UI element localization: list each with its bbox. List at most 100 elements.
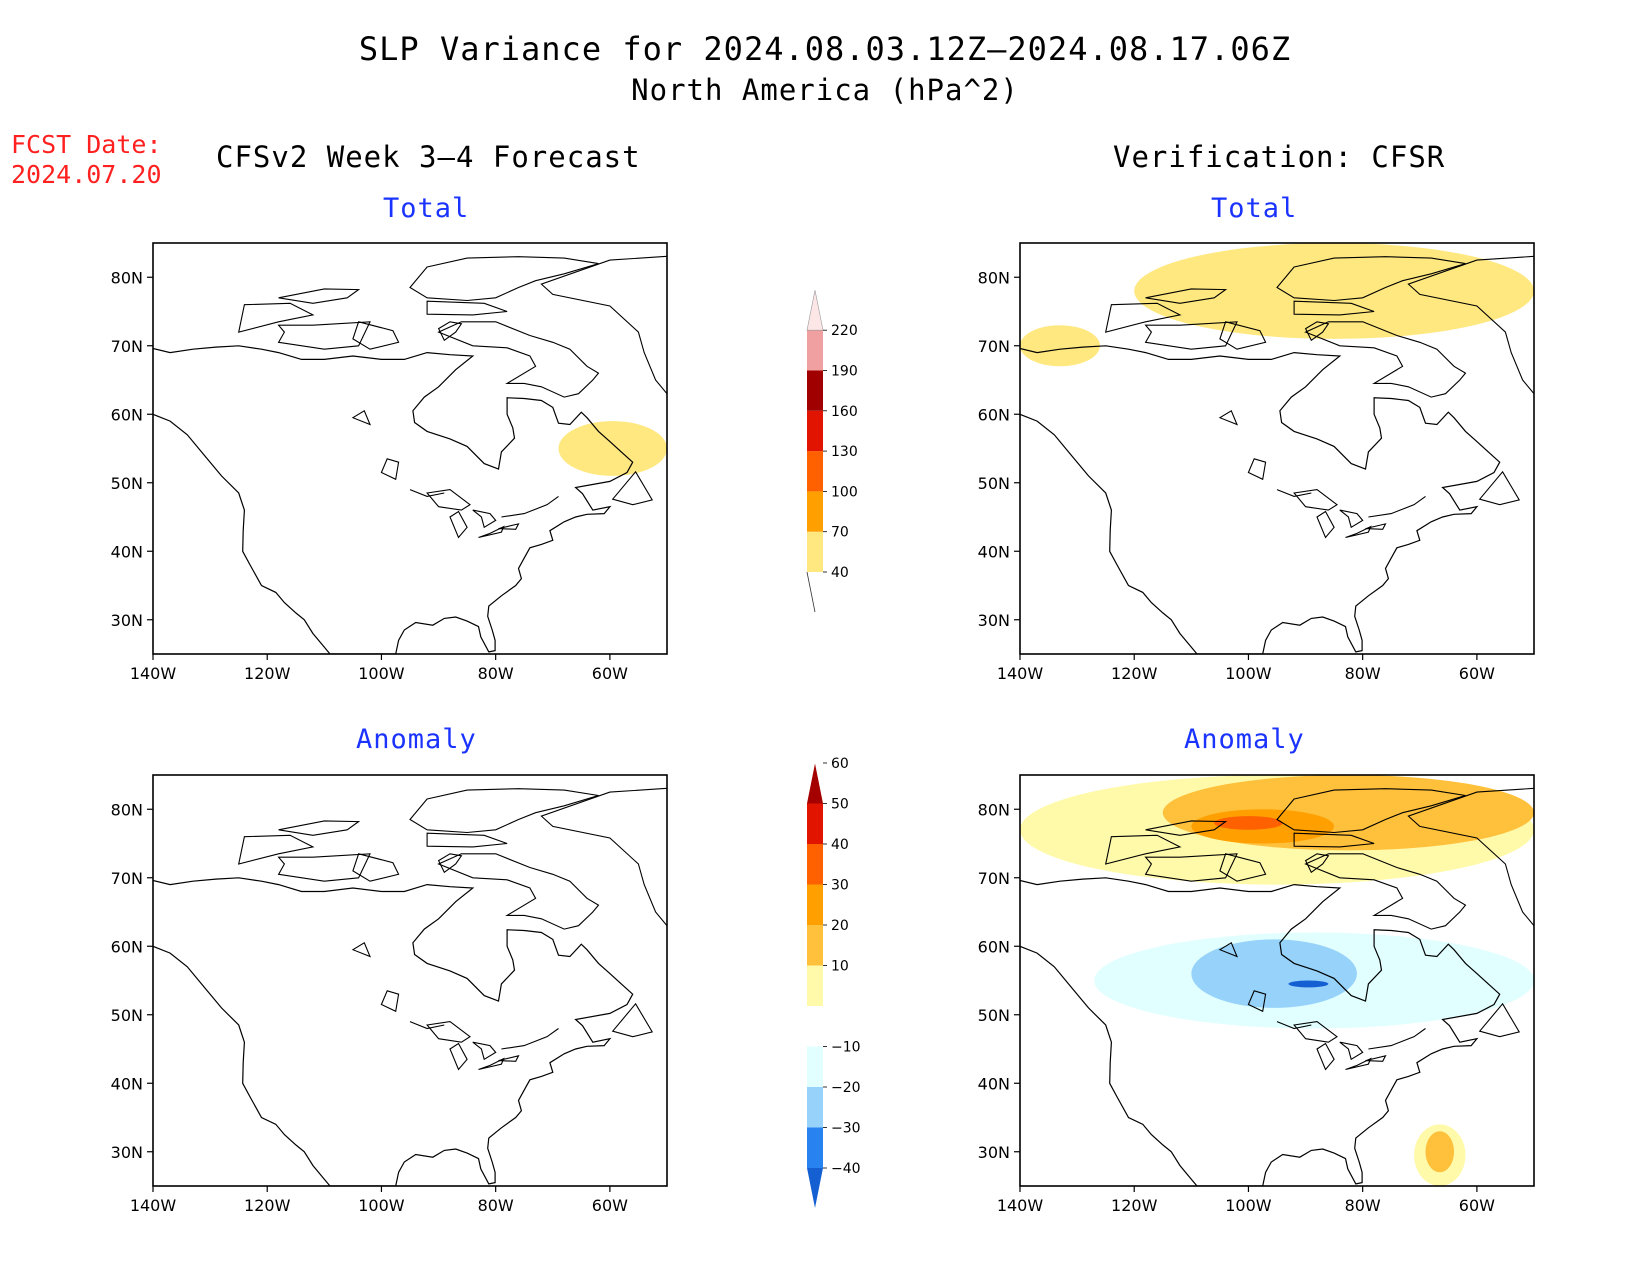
- forecast-anomaly-island-0: [437, 853, 600, 930]
- total-colorbar-swatch: [807, 410, 823, 452]
- anomaly-colorbar-top-extension: [807, 763, 823, 804]
- verification-anomaly-region-8: [1425, 1131, 1455, 1173]
- verification-anomaly-island-12: [1316, 1042, 1335, 1071]
- forecast-total-island-9: [351, 409, 372, 426]
- verification-total-island-5: [1144, 321, 1238, 350]
- anomaly-colorbar-swatch: [807, 1006, 823, 1047]
- forecast-anomaly-xtick-label: 120W: [244, 1196, 291, 1215]
- forecast-anomaly-island-10: [380, 990, 400, 1013]
- forecast-anomaly-frame: [152, 774, 668, 1187]
- forecast-total-island-7: [437, 321, 463, 342]
- verification-anomaly-island-14: [1345, 1057, 1372, 1071]
- anomaly-colorbar-label: 50: [831, 797, 849, 813]
- verification-anomaly-region-6: [1288, 980, 1329, 988]
- anomaly-colorbar-swatch: [807, 1087, 823, 1128]
- total-colorbar-label: 190: [831, 364, 858, 380]
- forecast-anomaly-island-5: [277, 853, 371, 882]
- verification-anomaly-coastline: [1020, 877, 1501, 1186]
- forecast-total-ytick-label: 70N: [111, 337, 143, 356]
- total-colorbar-swatch: [807, 330, 823, 371]
- anomaly-colorbar-swatch: [807, 844, 823, 885]
- anomaly-colorbar-swatch: [807, 925, 823, 966]
- forecast-total-region-0: [558, 421, 667, 476]
- verification-total-xtick-label: 80W: [1345, 664, 1381, 683]
- verification-anomaly-panel: 140W 120W 100W 80W 60W 30N 40N 50N 60N 70N 80N: [978, 774, 1535, 1215]
- verification-total-island-2: [1293, 300, 1375, 316]
- forecast-total-xtick-label: 120W: [244, 664, 291, 683]
- verification-total-ytick-label: 40N: [978, 542, 1010, 561]
- total-colorbar-label: 220: [831, 323, 858, 339]
- forecast-anomaly-waterway-1: [501, 1028, 559, 1050]
- anomaly-colorbar-swatch: [807, 803, 823, 844]
- anomaly-colorbar-label: 20: [831, 918, 849, 934]
- anomaly-colorbar-label: 60: [831, 756, 849, 772]
- verification-total-ytick-label: 60N: [978, 405, 1010, 424]
- anomaly-colorbar-label: −10: [831, 1040, 861, 1056]
- verification-total-panel: 140W 120W 100W 80W 60W 30N 40N 50N 60N 70N 80N: [978, 242, 1535, 683]
- forecast-anomaly-ytick-label: 50N: [111, 1006, 143, 1025]
- forecast-anomaly-xtick-label: 60W: [592, 1196, 628, 1215]
- forecast-anomaly-xtick-label: 100W: [358, 1196, 405, 1215]
- forecast-total-island-5: [277, 321, 371, 350]
- forecast-total-waterway-0: [409, 489, 445, 497]
- anomaly-colorbar-swatch: [807, 1127, 823, 1168]
- forecast-anomaly-island-6: [352, 853, 400, 882]
- verification-anomaly-island-10: [1247, 990, 1267, 1013]
- forecast-anomaly-panel: 140W 120W 100W 80W 60W 30N 40N 50N 60N 70N 80N: [111, 774, 668, 1215]
- verification-anomaly-island-9: [1218, 941, 1239, 958]
- verification-total-coastline: [1020, 345, 1501, 654]
- forecast-total-island-15: [498, 523, 520, 530]
- anomaly-colorbar-label: 10: [831, 959, 849, 975]
- verification-anomaly-ytick-label: 30N: [978, 1143, 1010, 1162]
- forecast-total-panel: 140W 120W 100W 80W 60W 30N 40N 50N 60N 70N 80N: [111, 242, 668, 683]
- verification-anomaly-island-5: [1144, 853, 1238, 882]
- verification-anomaly-island-2: [1293, 832, 1375, 848]
- total-colorbar-label: 100: [831, 484, 858, 500]
- verification-anomaly-ytick-label: 40N: [978, 1074, 1010, 1093]
- verification-column-title: Verification: CFSR: [1113, 140, 1446, 174]
- forecast-total-island-4: [237, 302, 315, 333]
- forecast-anomaly-island-8: [540, 787, 667, 927]
- forecast-anomaly-island-15: [498, 1054, 520, 1062]
- forecast-total-xtick-label: 140W: [130, 664, 177, 683]
- forecast-total-island-2: [426, 300, 508, 316]
- fcst-date-value: 2024.07.20: [11, 160, 162, 189]
- verification-total-island-1: [1276, 256, 1466, 302]
- verification-anomaly-island-0: [1304, 853, 1467, 930]
- forecast-total-island-13: [472, 509, 497, 529]
- total-colorbar-label: 160: [831, 404, 858, 420]
- verification-anomaly-xtick-label: 120W: [1111, 1196, 1158, 1215]
- forecast-total-island-8: [540, 255, 667, 395]
- verification-anomaly-waterway-0: [1276, 1021, 1312, 1030]
- forecast-total-xtick-label: 100W: [358, 664, 405, 683]
- verification-total-island-0: [1304, 321, 1467, 398]
- total-colorbar-swatch: [807, 370, 823, 411]
- forecast-column-title: CFSv2 Week 3–4 Forecast: [216, 140, 641, 174]
- total-colorbar-label: 70: [831, 525, 849, 541]
- total-colorbar-swatch: [807, 451, 823, 492]
- total-colorbar-top-extension: [806, 290, 824, 331]
- forecast-anomaly-island-1: [409, 788, 599, 834]
- chart-subtitle: North America (hPa^2): [631, 73, 1019, 107]
- fcst-date-label: FCST Date:: [11, 130, 162, 159]
- forecast-anomaly-coastline: [153, 877, 634, 1186]
- forecast-total-island-3: [278, 288, 361, 304]
- total-colorbar-label: 40: [831, 565, 849, 581]
- forecast-total-ytick-label: 30N: [111, 611, 143, 630]
- verification-anomaly-waterway-1: [1368, 1028, 1426, 1050]
- forecast-total-ytick-label: 50N: [111, 474, 143, 493]
- anomaly-colorbar-swatch: [807, 965, 823, 1006]
- total-colorbar-swatch: [807, 531, 823, 572]
- forecast-total-island-0: [437, 321, 600, 398]
- forecast-anomaly-island-16: [611, 1002, 654, 1038]
- verification-anomaly-xtick-label: 80W: [1345, 1196, 1381, 1215]
- total-colorbar-swatch: [807, 491, 823, 532]
- forecast-anomaly-ytick-label: 60N: [111, 937, 143, 956]
- forecast-total-ytick-label: 40N: [111, 542, 143, 561]
- verification-anomaly-island-1: [1276, 788, 1466, 834]
- anomaly-colorbar: −40 −30 −20 −10 10 20 30 40 50 60: [807, 756, 861, 1208]
- verification-anomaly-island-3: [1145, 820, 1228, 836]
- forecast-anomaly-ytick-label: 30N: [111, 1143, 143, 1162]
- verification-anomaly-island-13: [1339, 1041, 1364, 1061]
